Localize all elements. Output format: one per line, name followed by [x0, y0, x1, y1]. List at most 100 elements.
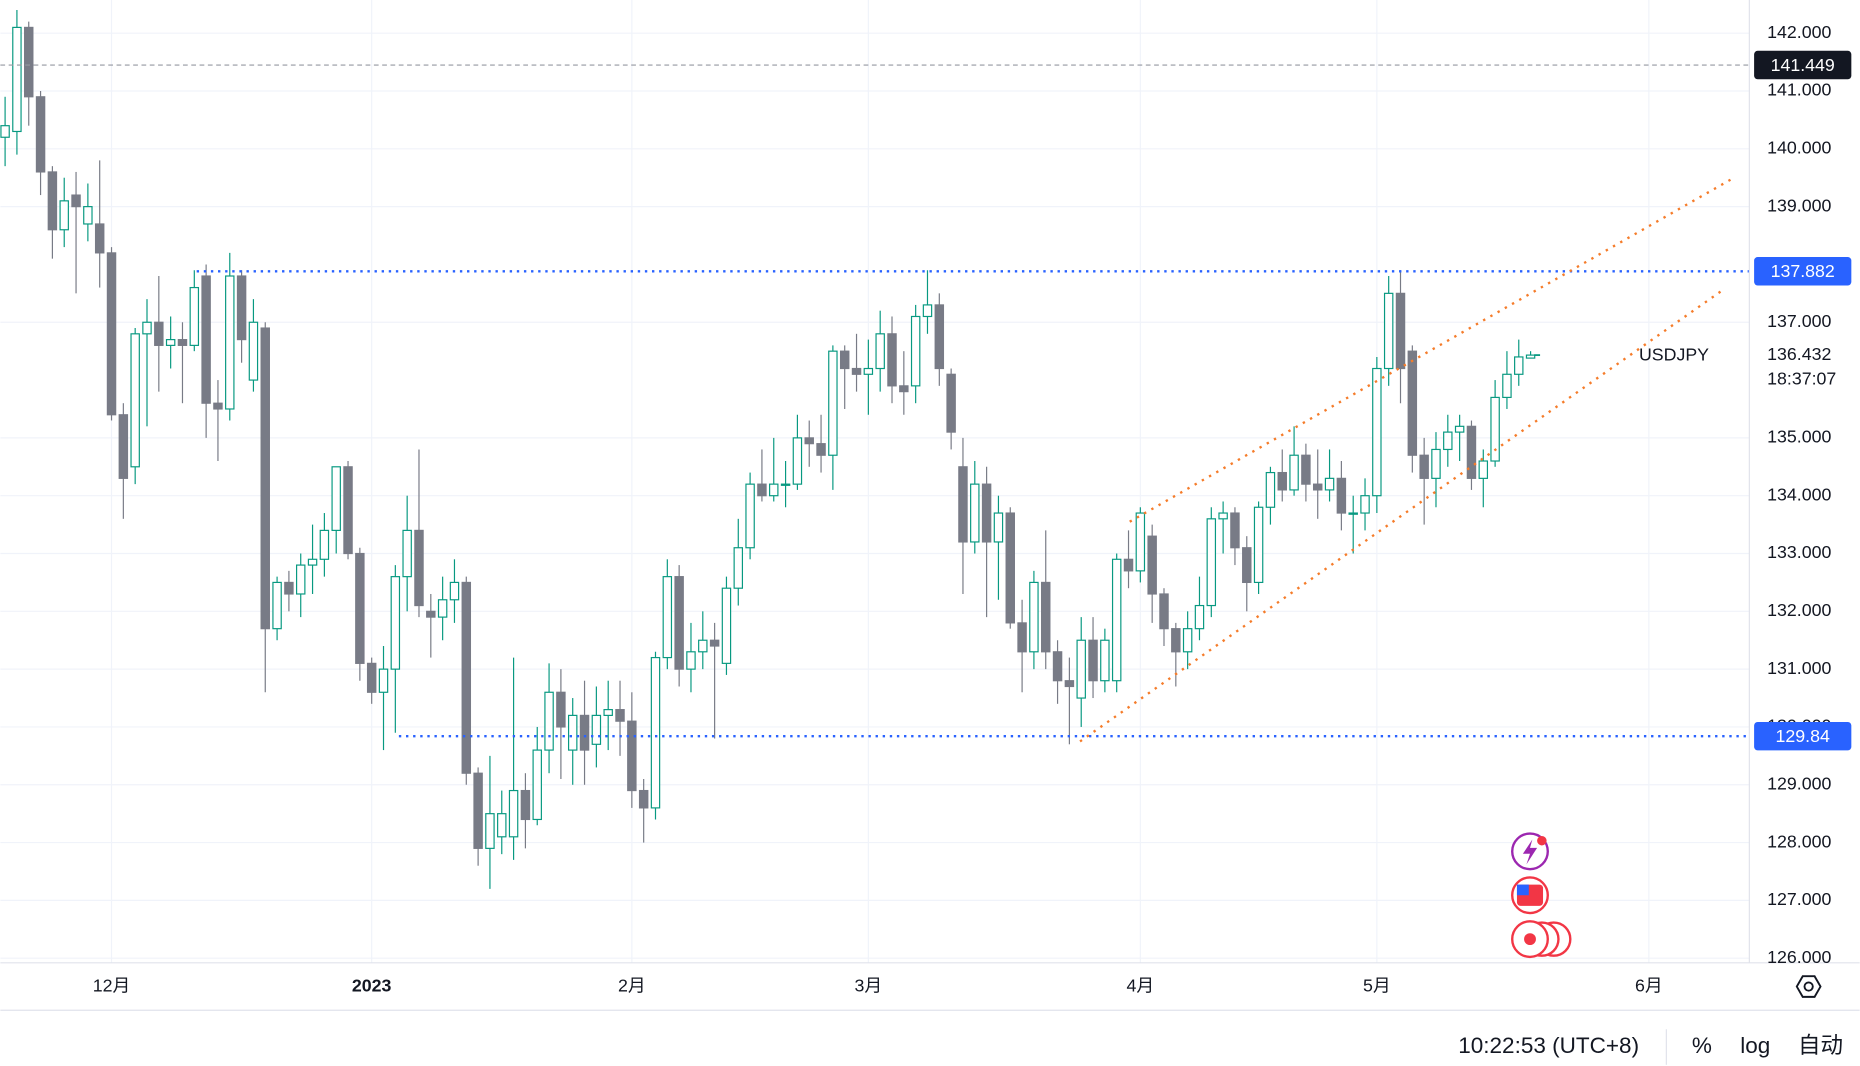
- candle-body: [0, 125, 10, 138]
- trend-line: [1079, 289, 1723, 743]
- candle-body: [757, 483, 767, 497]
- x-tick-label: 4月: [1127, 975, 1155, 995]
- candle-body: [1088, 639, 1098, 682]
- candle-body: [544, 691, 554, 751]
- candle-body: [579, 714, 590, 751]
- x-tick-label: 5月: [1363, 975, 1391, 995]
- candle-body: [899, 385, 909, 393]
- price-label-box: [1754, 50, 1852, 80]
- candle-body: [674, 576, 684, 670]
- y-tick-label: 126.000: [1767, 947, 1831, 967]
- y-tick-label: 140.000: [1767, 138, 1831, 158]
- candle-body: [1383, 292, 1394, 370]
- candle-body: [1502, 373, 1512, 399]
- last-price-box: [1750, 340, 1860, 391]
- bottom-bar: 10:22:53 (UTC+8) % log 自动: [1458, 1029, 1843, 1065]
- candle-body: [1171, 628, 1181, 653]
- icon-dot: [1537, 835, 1547, 846]
- candle-body: [1360, 495, 1370, 514]
- candle-body: [414, 529, 424, 607]
- candle-body: [627, 720, 637, 792]
- candle-body: [35, 96, 46, 173]
- symbol-label: USDJPY: [1639, 344, 1709, 364]
- candle-body: [1431, 448, 1441, 479]
- candle-body: [248, 321, 259, 381]
- candle-body: [1017, 622, 1027, 653]
- toolbar-button[interactable]: %: [1692, 1033, 1712, 1058]
- candle-body: [1206, 518, 1217, 607]
- candle-body: [295, 564, 306, 595]
- candle-body: [970, 483, 980, 543]
- candle-body: [721, 587, 732, 664]
- candle-body: [1514, 356, 1524, 375]
- candle-body: [1336, 477, 1347, 514]
- candle-body: [343, 466, 353, 555]
- candle-body: [1182, 628, 1193, 653]
- candle-body: [449, 581, 460, 601]
- candle-body: [1525, 354, 1536, 359]
- candle-body: [946, 373, 956, 433]
- candle-body: [1454, 425, 1465, 433]
- candle-body: [1277, 471, 1287, 491]
- candle-body: [461, 581, 472, 774]
- price-label-box: [1754, 721, 1852, 751]
- plot-area: [0, 10, 1750, 889]
- candle-body: [792, 437, 803, 485]
- x-tick-label: 2月: [618, 975, 646, 995]
- candle-body: [650, 656, 661, 809]
- candle-body: [1159, 593, 1169, 630]
- settings-button[interactable]: [1795, 975, 1822, 998]
- candle-body: [378, 668, 389, 693]
- candle-body: [201, 275, 211, 404]
- price-label: 129.84: [1776, 726, 1830, 746]
- x-tick-label: 3月: [855, 975, 883, 995]
- candle-body: [189, 286, 200, 346]
- candle-body: [1076, 639, 1086, 699]
- candle-body: [1005, 512, 1015, 624]
- candle-body: [1490, 396, 1500, 462]
- candle-body: [236, 275, 247, 341]
- candle-body: [520, 789, 531, 821]
- y-tick-label: 129.000: [1767, 773, 1831, 793]
- candle-body: [1443, 431, 1453, 451]
- candle-body: [47, 171, 58, 231]
- candle-body: [1253, 506, 1264, 584]
- candle-body: [993, 512, 1004, 543]
- candle-body: [508, 789, 519, 838]
- candle-body: [981, 483, 992, 543]
- price-label-box: [1754, 257, 1852, 286]
- toolbar-button[interactable]: log: [1740, 1033, 1770, 1058]
- price-label: 141.449: [1771, 55, 1835, 75]
- candle-body: [142, 321, 152, 335]
- y-tick-label: 133.000: [1767, 542, 1831, 562]
- candle-body: [1218, 512, 1228, 520]
- candle-body: [426, 610, 436, 618]
- settings-icon: [1795, 975, 1822, 998]
- candle-body: [875, 333, 885, 370]
- candle-body: [402, 529, 412, 578]
- x-tick-label: 2023: [352, 975, 392, 995]
- candle-body: [1052, 651, 1063, 682]
- candle-body: [804, 437, 814, 445]
- event-icons: [1511, 832, 1572, 959]
- candle-body: [260, 327, 270, 630]
- grid: [0, 0, 1750, 963]
- candle-body: [213, 402, 223, 410]
- candle-body: [1372, 367, 1382, 497]
- y-tick-label: 134.000: [1767, 484, 1831, 504]
- candle-body: [12, 26, 22, 133]
- candle-body: [686, 651, 696, 670]
- candle-body: [1312, 483, 1323, 491]
- y-tick-label: 141.000: [1767, 80, 1831, 100]
- toolbar-button[interactable]: 自动: [1798, 1033, 1843, 1058]
- candle-body: [863, 367, 874, 375]
- candle-body: [1041, 581, 1051, 653]
- candle-body: [567, 714, 578, 751]
- candle-body: [1395, 292, 1406, 370]
- candle-body: [615, 709, 625, 722]
- candle-body: [1029, 581, 1039, 653]
- candle-body: [71, 194, 81, 208]
- candle-body: [355, 552, 365, 664]
- candle-body: [922, 304, 933, 318]
